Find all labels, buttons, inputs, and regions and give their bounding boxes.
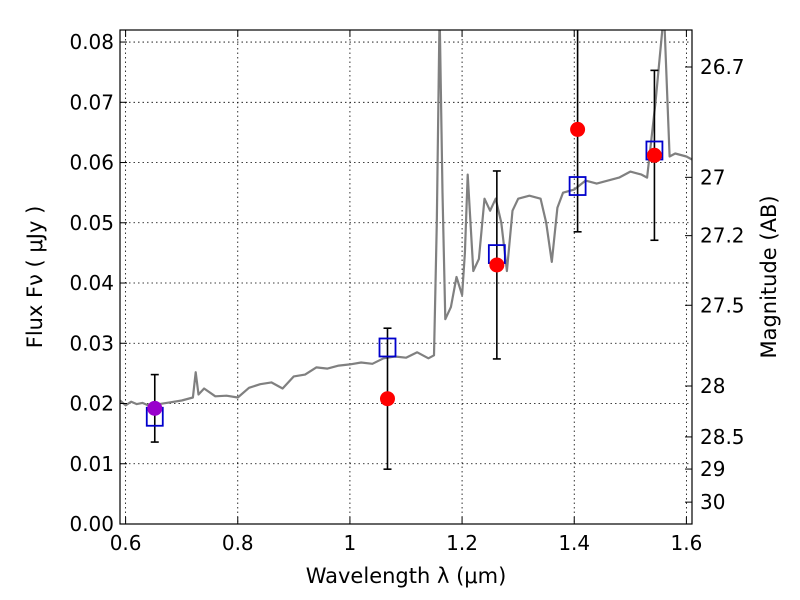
mag-tick-label: 28.5 (700, 425, 745, 449)
x-tick-label: 1.2 (446, 531, 478, 555)
y-tick-label: 0.01 (69, 452, 114, 476)
y-tick-label: 0.06 (69, 151, 114, 175)
y-tick-label: 0.08 (69, 30, 114, 54)
axes-layer: 0.6 0.8 1 1.2 1.4 1.6 0.00 0.01 0.02 0.03 0.04 0.05… (69, 29, 745, 555)
observed-point (147, 400, 163, 416)
y-tick-label: 0.02 (69, 392, 114, 416)
y-tick-label: 0.04 (69, 271, 114, 295)
grid-layer (120, 30, 692, 525)
model-point (568, 176, 587, 196)
y-axis-title: Flux Fν ( μJy ) (23, 206, 47, 349)
x-tick-label: 1 (344, 531, 357, 555)
model-point (378, 337, 397, 358)
y-tick-label: 0.05 (69, 211, 114, 235)
x-tick-label: 0.6 (110, 531, 142, 555)
x-tick-label: 1.6 (670, 531, 702, 555)
plot-frame (119, 29, 693, 525)
observed-point (646, 147, 662, 163)
mag-tick-label: 26.7 (700, 55, 745, 79)
observed-point (489, 257, 505, 273)
x-axis-title: Wavelength λ (μm) (306, 564, 507, 588)
mag-tick-label: 29 (700, 457, 725, 481)
spectrum-line (120, 30, 692, 407)
x-tick-label: 1.4 (558, 531, 590, 555)
observed-point (570, 121, 586, 137)
y-tick-label: 0.07 (69, 90, 114, 114)
observed-point (379, 391, 395, 407)
plot-layer (120, 30, 692, 470)
mag-tick-label: 27.5 (700, 293, 745, 317)
mag-tick-label: 27.2 (700, 224, 745, 248)
y-tick-label: 0.00 (69, 512, 114, 536)
mag-tick-label: 27 (700, 165, 725, 189)
y-tick-label: 0.03 (69, 331, 114, 355)
mag-tick-label: 30 (700, 490, 725, 514)
right-axis-title: Magnitude (AB) (757, 195, 781, 358)
mag-tick-label: 28 (700, 374, 725, 398)
x-tick-label: 0.8 (222, 531, 254, 555)
